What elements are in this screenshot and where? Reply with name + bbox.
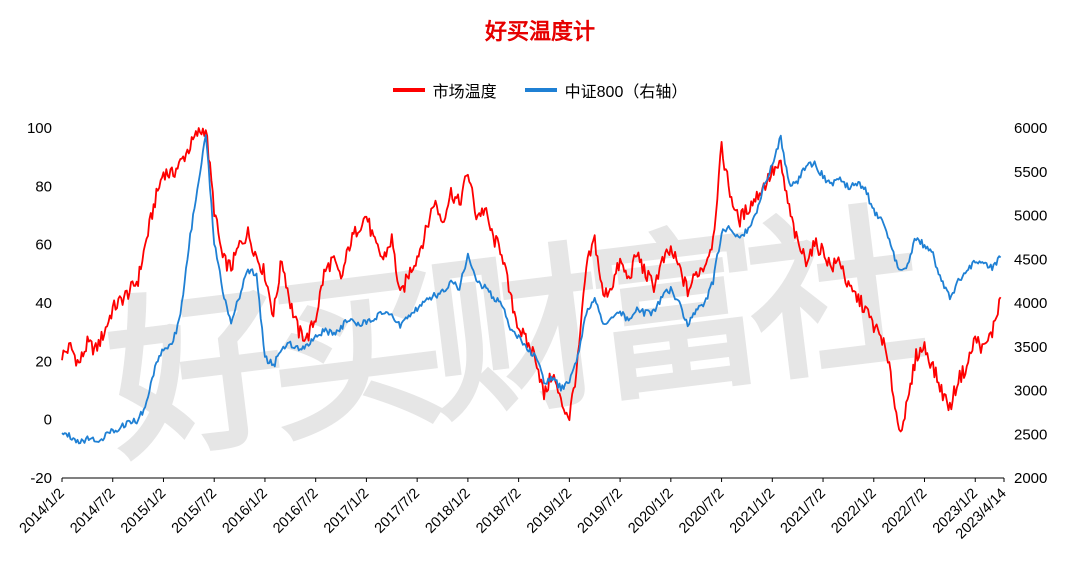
x-axis-tick-label: 2019/7/2 [575,486,626,537]
x-axis-tick-label: 2022/7/2 [879,486,930,537]
left-axis-tick-label: 0 [44,412,52,429]
x-axis-tick-label: 2018/1/2 [422,486,473,537]
x-axis-tick-label: 2015/7/2 [169,486,220,537]
right-axis-tick-label: 4500 [1014,251,1047,268]
x-axis-tick-label: 2018/7/2 [473,486,524,537]
right-axis-tick-label: 4000 [1014,295,1047,312]
temperature-legend-label: 市场温度 [432,84,497,101]
x-axis-tick-label: 2017/1/2 [321,486,372,537]
temperature-series-line [61,127,1002,433]
csi800-legend-label: 中证800（右轴） [564,84,688,101]
temperature-legend-marker [392,88,425,92]
x-axis-tick-label: 2016/7/2 [270,486,321,537]
csi800-legend-marker [524,88,557,92]
right-axis-tick-label: 3500 [1014,339,1047,356]
right-axis-tick-label: 5500 [1014,164,1047,181]
left-axis-tick-label: -20 [30,470,52,487]
legend-item-temperature: 市场温度 [392,78,497,102]
csi800-series-line [61,134,1002,445]
right-axis-tick-label: 5000 [1014,208,1047,225]
chart-title: 好买温度计 [484,19,595,44]
x-axis-tick-label: 2014/1/2 [17,486,68,537]
right-axis-tick-label: 2000 [1014,470,1047,487]
x-axis-tick-label: 2017/7/2 [372,486,423,537]
left-axis-tick-label: 100 [27,120,52,137]
x-axis-tick-label: 2016/1/2 [220,486,271,537]
x-axis-tick-label: 2021/1/2 [727,486,778,537]
x-axis-tick-label: 2020/7/2 [676,486,727,537]
left-axis-tick-label: 40 [35,295,52,312]
legend-item-csi800: 中证800（右轴） [524,78,688,102]
right-axis-tick-label: 6000 [1014,120,1047,137]
x-axis-tick-label: 2019/1/2 [524,486,575,537]
left-axis-tick-label: 60 [35,237,52,254]
x-axis-tick-label: 2021/7/2 [778,486,829,537]
x-axis-tick-label: 2014/7/2 [67,486,118,537]
chart-legend: 市场温度 中证800（右轴） [0,78,1080,102]
x-axis-tick-label: 2015/1/2 [118,486,169,537]
left-axis-tick-label: 20 [35,353,52,370]
x-axis-tick-label: 2022/1/2 [828,486,879,537]
left-axis-tick-label: 80 [35,178,52,195]
right-axis-tick-label: 3000 [1014,383,1047,400]
right-axis-tick-label: 2500 [1014,426,1047,443]
x-axis-tick-label: 2020/1/2 [625,486,676,537]
